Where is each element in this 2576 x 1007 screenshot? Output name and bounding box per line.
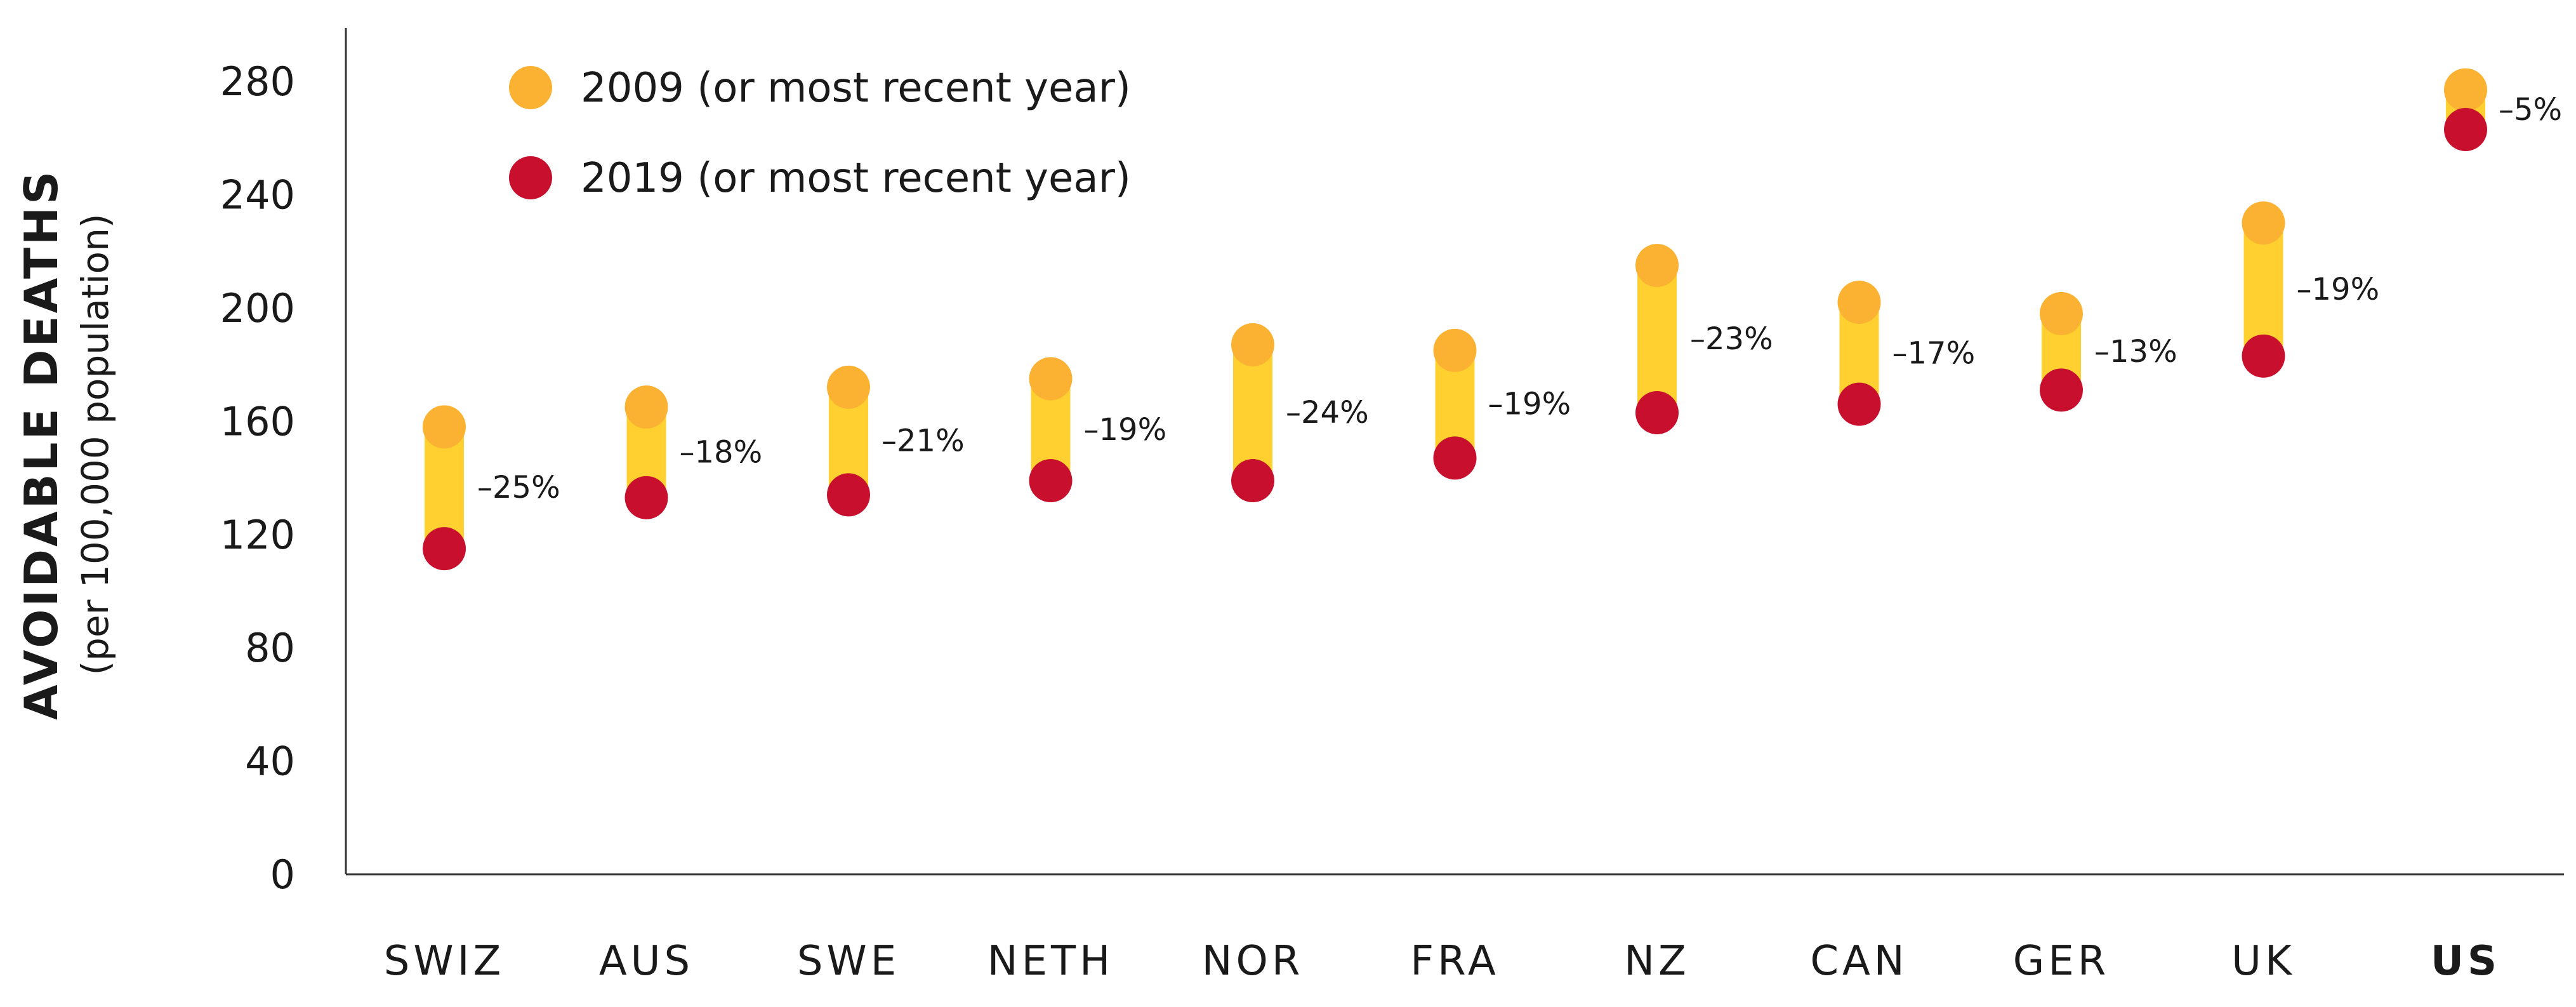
point-2009: [1635, 244, 1679, 288]
y-tick-label: 40: [245, 738, 295, 785]
point-2019: [2444, 108, 2487, 152]
point-2019: [1837, 382, 1881, 426]
point-2019: [1029, 459, 1073, 503]
x-axis-ticks: SWIZ AUS SWE NETH NOR FRA NZ CAN GER UK US: [384, 938, 2500, 985]
x-tick-label: NETH: [987, 938, 1114, 985]
x-tick-label: UK: [2231, 938, 2295, 985]
change-label: –23%: [1690, 321, 1773, 357]
point-2019: [2040, 368, 2083, 412]
point-2019: [1635, 391, 1679, 435]
change-label: –13%: [2094, 334, 2177, 370]
change-label: –17%: [1892, 335, 1976, 371]
point-2009: [1029, 357, 1073, 401]
point-2009: [1433, 328, 1477, 372]
y-tick-label: 240: [220, 172, 295, 218]
point-2019: [1433, 436, 1477, 480]
point-2009: [624, 385, 668, 429]
y-tick-label: 280: [220, 58, 295, 105]
point-2009: [2242, 201, 2285, 245]
point-2019: [423, 527, 466, 571]
legend-label: 2019 (or most recent year): [581, 155, 1131, 202]
point-2019: [624, 476, 668, 519]
range-bar: [1233, 344, 1272, 481]
y-tick-label: 120: [220, 512, 295, 558]
change-label: –19%: [2297, 272, 2380, 307]
y-axis-subtitle: (per 100,000 population): [74, 214, 117, 676]
change-label: –19%: [1488, 387, 1571, 422]
change-label: –25%: [477, 470, 560, 505]
y-tick-label: 80: [245, 625, 295, 671]
point-2009: [2040, 291, 2083, 335]
x-tick-label: AUS: [599, 938, 694, 985]
y-tick-label: 200: [220, 285, 295, 331]
legend: 2009 (or most recent year) 2019 (or most …: [509, 65, 1131, 202]
x-tick-label: NOR: [1202, 938, 1304, 985]
range-bar: [2243, 223, 2283, 356]
x-tick-label: SWIZ: [384, 938, 505, 985]
range-bar: [1637, 265, 1677, 413]
point-2019: [2242, 334, 2285, 378]
point-2009: [2444, 68, 2487, 112]
x-tick-label: CAN: [1810, 938, 1908, 985]
change-labels: –25% –18% –21% –19% –24% –19% –23% –17% –13% –19%…: [477, 92, 2562, 505]
change-label: –5%: [2499, 92, 2562, 128]
x-tick-label: NZ: [1624, 938, 1690, 985]
point-2009: [423, 405, 466, 449]
data-points: [423, 68, 2487, 571]
y-axis-title-group: AVOIDABLE DEATHS (per 100,000 population…: [15, 169, 117, 720]
y-axis-title: AVOIDABLE DEATHS: [15, 169, 68, 720]
change-label: –24%: [1286, 395, 1369, 430]
legend-label: 2009 (or most recent year): [581, 65, 1131, 112]
legend-swatch: [509, 156, 552, 199]
point-2009: [827, 365, 870, 409]
y-axis-ticks: 0 40 80 120 160 200 240 280: [220, 58, 295, 898]
change-label: –19%: [1084, 412, 1167, 448]
point-2009: [1231, 323, 1274, 366]
x-tick-label: SWE: [797, 938, 900, 985]
point-2019: [827, 473, 870, 517]
legend-swatch: [509, 66, 552, 109]
change-label: –18%: [680, 434, 763, 470]
point-2019: [1231, 459, 1274, 503]
x-tick-label: GER: [2013, 938, 2110, 985]
y-tick-label: 0: [270, 851, 295, 898]
change-label: –21%: [882, 423, 965, 459]
y-tick-label: 160: [220, 398, 295, 444]
x-tick-label: FRA: [1410, 938, 1499, 985]
x-tick-label: US: [2431, 938, 2500, 985]
point-2009: [1837, 281, 1881, 324]
